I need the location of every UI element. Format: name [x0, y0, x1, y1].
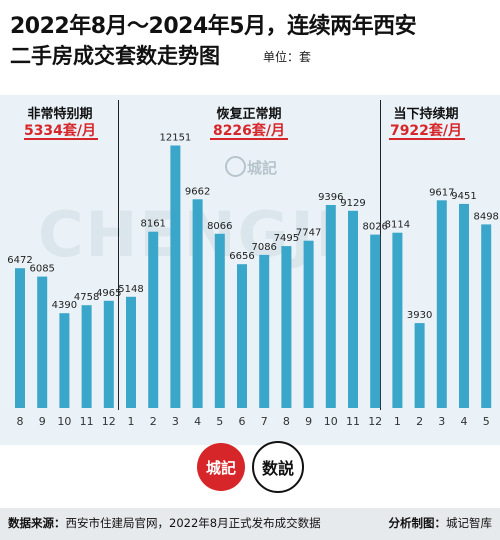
x-tick-label-12: 8 — [283, 415, 290, 428]
x-tick-label-8: 4 — [194, 415, 201, 428]
bar-20 — [459, 203, 469, 408]
x-tick-label-1: 9 — [39, 415, 46, 428]
source-text: 西安市住建局官网，2022年8月正式发布成交数据 — [65, 516, 321, 530]
bar-19 — [436, 200, 447, 408]
bar-value-label-2: 4390 — [52, 300, 77, 311]
chart-title-line2: 二手房成交套数走势图 — [10, 44, 220, 68]
x-tick-label-20: 4 — [461, 415, 468, 428]
watermark-brand: 城記 — [247, 159, 278, 177]
segment-underline-1 — [24, 138, 98, 140]
bar-value-label-19: 9617 — [429, 187, 454, 198]
bar-21 — [481, 224, 492, 408]
bar-17 — [392, 232, 403, 408]
x-tick-label-16: 12 — [368, 415, 382, 428]
segment-underline-3 — [389, 138, 465, 140]
bar-value-label-0: 6472 — [7, 255, 32, 266]
x-tick-label-0: 8 — [17, 415, 24, 428]
segment-label-2: 恢复正常期 — [216, 107, 282, 122]
x-tick-label-7: 3 — [172, 415, 179, 428]
bar-value-label-8: 9662 — [185, 186, 210, 197]
segment-divider-1 — [118, 100, 119, 410]
footer-bar: 数据来源：西安市住建局官网，2022年8月正式发布成交数据 分析制图：城记智库 — [0, 508, 500, 540]
bar-value-label-18: 3930 — [407, 310, 432, 321]
bar-value-label-20: 9451 — [451, 191, 476, 202]
x-tick-label-2: 10 — [57, 415, 71, 428]
x-tick-label-4: 12 — [102, 415, 116, 428]
x-tick-label-11: 7 — [261, 415, 268, 428]
x-tick-label-17: 1 — [394, 415, 401, 428]
bar-value-label-14: 9396 — [318, 192, 343, 203]
bar-value-label-16: 8026 — [362, 222, 387, 233]
watermark-c-icon — [225, 156, 246, 177]
bar-18 — [414, 323, 425, 408]
maker-text: 城记智库 — [446, 516, 492, 530]
segment-divider-2 — [380, 100, 381, 410]
bar-value-label-11: 7086 — [251, 242, 276, 253]
bar-15 — [348, 210, 358, 408]
segment-label-3: 当下持续期 — [393, 107, 459, 122]
source-label: 数据来源： — [8, 516, 66, 530]
bar-6 — [148, 231, 159, 408]
x-tick-label-10: 6 — [239, 415, 246, 428]
bar-value-label-3: 4758 — [74, 292, 99, 303]
bar-10 — [237, 264, 247, 408]
bar-value-label-17: 8114 — [385, 220, 410, 231]
bar-2 — [59, 313, 70, 408]
shushuo-logo: 数説 — [252, 441, 304, 493]
data-source: 数据来源：西安市住建局官网，2022年8月正式发布成交数据 — [8, 515, 321, 531]
bar-14 — [325, 205, 336, 408]
x-tick-label-15: 11 — [346, 415, 360, 428]
bar-chart: 6472860859439010475811496512514818161212… — [7, 133, 499, 429]
bar-0 — [15, 268, 25, 408]
maker-label: 分析制图： — [388, 516, 447, 530]
bar-7 — [170, 145, 181, 408]
segment-avg-1: 5334套/月 — [23, 123, 97, 139]
bar-value-label-10: 6656 — [229, 251, 254, 262]
bar-value-label-21: 8498 — [473, 211, 498, 222]
bar-9 — [214, 233, 225, 408]
bar-1 — [37, 276, 48, 408]
bar-value-label-6: 8161 — [140, 219, 165, 230]
segment-avg-2: 8226套/月 — [212, 123, 286, 139]
x-tick-label-19: 3 — [438, 415, 445, 428]
chengji-logo: 城記 — [197, 443, 245, 491]
bar-value-label-7: 12151 — [159, 133, 191, 144]
bar-value-label-9: 8066 — [207, 221, 232, 232]
x-tick-label-5: 1 — [128, 415, 135, 428]
bar-value-label-4: 4965 — [96, 288, 121, 299]
bar-value-label-15: 9129 — [340, 198, 365, 209]
unit-label: 单位：套 — [263, 50, 312, 64]
x-tick-label-14: 10 — [324, 415, 338, 428]
bar-value-label-13: 7747 — [296, 228, 321, 239]
bar-value-label-5: 5148 — [118, 284, 143, 295]
bar-13 — [303, 240, 314, 408]
segment-label-1: 非常特别期 — [27, 107, 93, 122]
bar-12 — [281, 246, 292, 408]
x-tick-label-18: 2 — [416, 415, 423, 428]
bar-11 — [259, 254, 270, 408]
x-tick-label-21: 5 — [483, 415, 490, 428]
x-tick-label-13: 9 — [305, 415, 312, 428]
x-tick-label-3: 11 — [80, 415, 94, 428]
chart-maker: 分析制图：城记智库 — [389, 515, 493, 531]
bar-8 — [192, 199, 203, 408]
bar-4 — [103, 300, 114, 408]
segment-underline-2 — [210, 138, 288, 140]
segment-avg-3: 7922套/月 — [389, 123, 463, 139]
x-tick-label-6: 2 — [150, 415, 157, 428]
bar-3 — [81, 305, 92, 408]
bar-value-label-1: 6085 — [29, 264, 54, 275]
x-tick-label-9: 5 — [216, 415, 223, 428]
bar-5 — [126, 296, 136, 408]
chart-title-line1: 2022年8月～2024年5月，连续两年西安 — [10, 14, 417, 39]
bar-16 — [370, 234, 381, 408]
bar-value-label-12: 7495 — [274, 233, 299, 244]
